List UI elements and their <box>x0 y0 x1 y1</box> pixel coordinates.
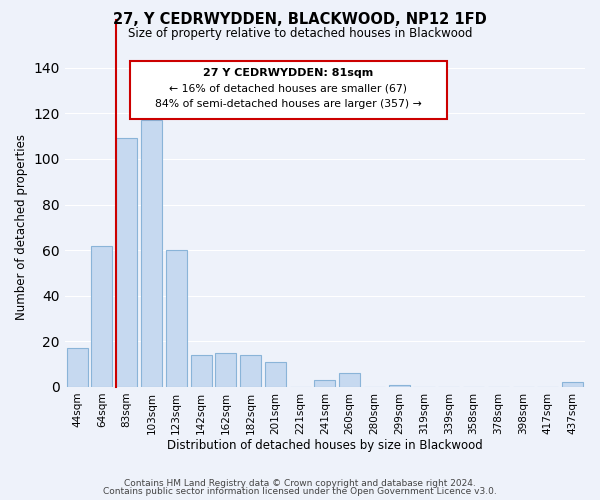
FancyBboxPatch shape <box>130 62 447 119</box>
Bar <box>67 348 88 387</box>
Text: Contains HM Land Registry data © Crown copyright and database right 2024.: Contains HM Land Registry data © Crown c… <box>124 478 476 488</box>
Bar <box>215 353 236 387</box>
X-axis label: Distribution of detached houses by size in Blackwood: Distribution of detached houses by size … <box>167 440 483 452</box>
Text: Size of property relative to detached houses in Blackwood: Size of property relative to detached ho… <box>128 28 472 40</box>
Bar <box>116 138 137 387</box>
Text: 27, Y CEDRWYDDEN, BLACKWOOD, NP12 1FD: 27, Y CEDRWYDDEN, BLACKWOOD, NP12 1FD <box>113 12 487 28</box>
Bar <box>389 384 410 387</box>
Text: Contains public sector information licensed under the Open Government Licence v3: Contains public sector information licen… <box>103 487 497 496</box>
Bar <box>191 355 212 387</box>
Bar <box>265 362 286 387</box>
Bar <box>562 382 583 387</box>
Text: 84% of semi-detached houses are larger (357) →: 84% of semi-detached houses are larger (… <box>155 99 422 109</box>
Bar <box>91 246 112 387</box>
Bar <box>141 120 162 387</box>
Bar <box>240 355 261 387</box>
Bar <box>166 250 187 387</box>
Text: ← 16% of detached houses are smaller (67): ← 16% of detached houses are smaller (67… <box>169 84 407 94</box>
Text: 27 Y CEDRWYDDEN: 81sqm: 27 Y CEDRWYDDEN: 81sqm <box>203 68 374 78</box>
Bar <box>314 380 335 387</box>
Bar <box>339 374 360 387</box>
Y-axis label: Number of detached properties: Number of detached properties <box>15 134 28 320</box>
